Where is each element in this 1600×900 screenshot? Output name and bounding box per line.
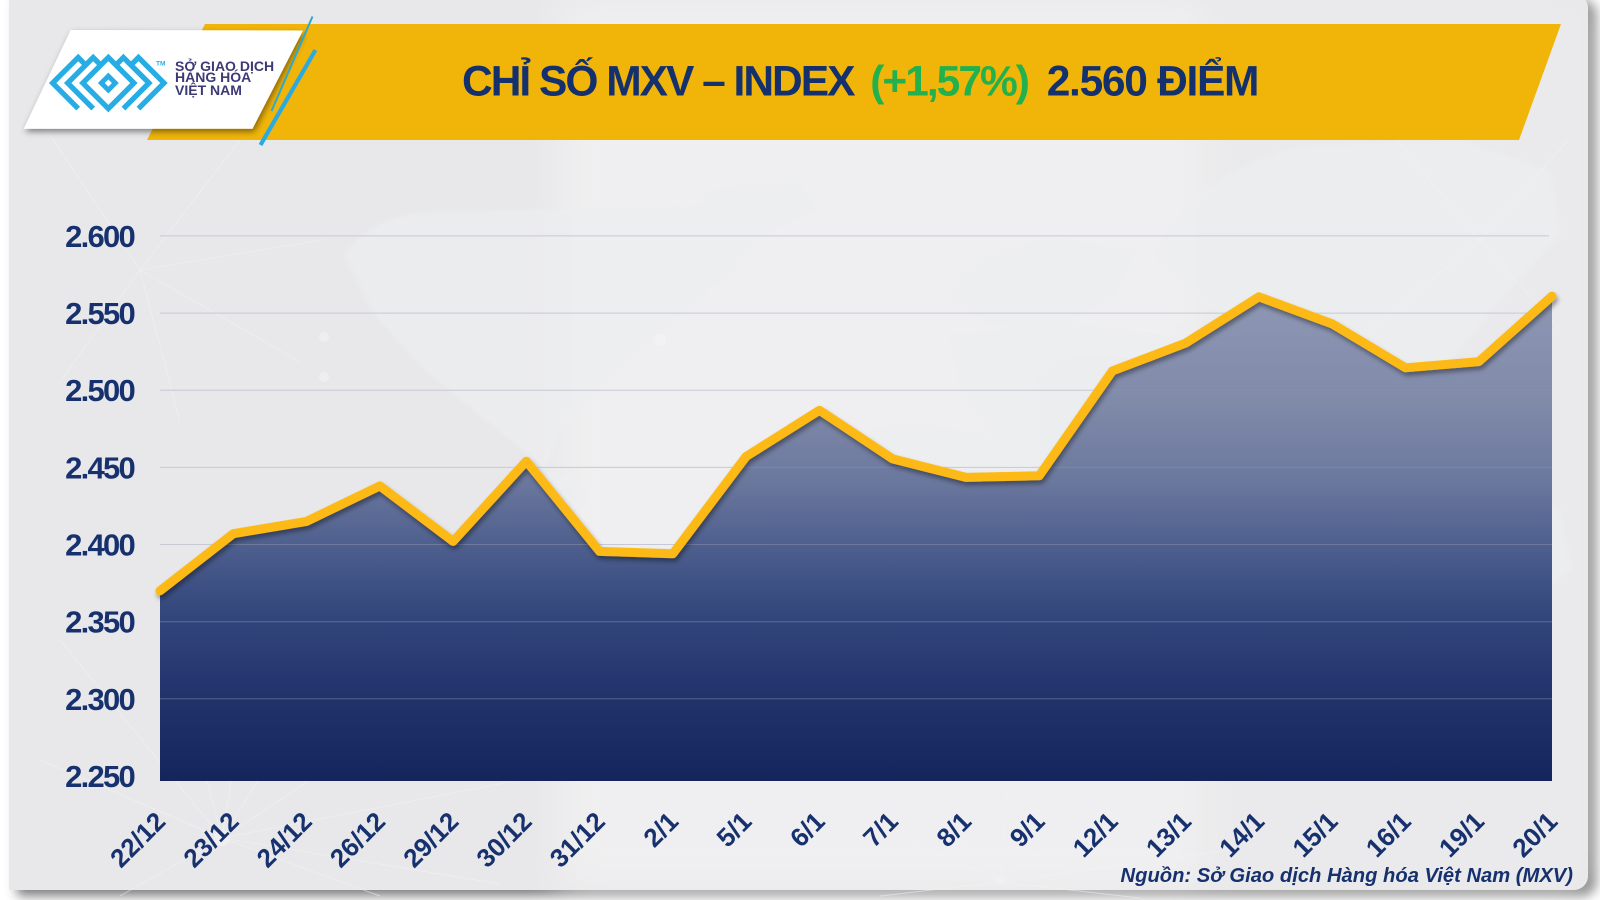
svg-text:2.250: 2.250 xyxy=(65,759,134,794)
svg-text:Nguồn: Sở Giao dịch Hàng hóa V: Nguồn: Sở Giao dịch Hàng hóa Việt Nam (M… xyxy=(1121,865,1574,887)
svg-text:2.500: 2.500 xyxy=(65,373,134,408)
svg-text:2.550: 2.550 xyxy=(65,296,134,331)
svg-text:2.450: 2.450 xyxy=(65,450,134,485)
svg-text:TM: TM xyxy=(156,61,165,68)
svg-text:2.600: 2.600 xyxy=(65,219,134,254)
svg-text:2.400: 2.400 xyxy=(65,528,134,563)
svg-text:CHỈ SỐ MXV – INDEX (+1,57%) 2.: CHỈ SỐ MXV – INDEX (+1,57%) 2.560 ĐIỂM xyxy=(462,57,1258,106)
svg-text:2.300: 2.300 xyxy=(65,682,134,717)
svg-text:2.350: 2.350 xyxy=(65,605,134,640)
